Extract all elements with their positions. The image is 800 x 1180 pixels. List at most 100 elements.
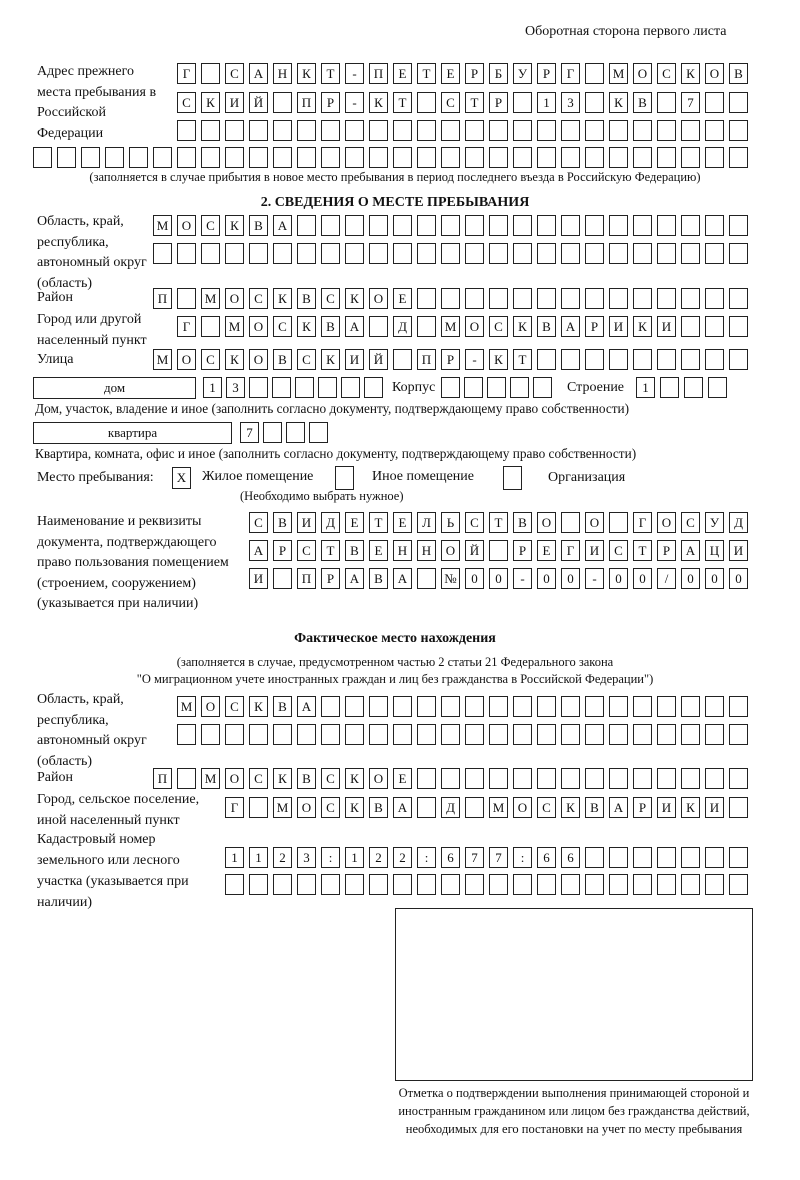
- char-cell[interactable]: [369, 874, 388, 895]
- char-cell[interactable]: [705, 243, 724, 264]
- char-cell[interactable]: [657, 92, 676, 113]
- char-cell[interactable]: [561, 120, 580, 141]
- char-cell[interactable]: [585, 120, 604, 141]
- char-cell[interactable]: М: [153, 349, 172, 370]
- char-cell[interactable]: В: [273, 512, 292, 533]
- char-cell[interactable]: Б: [489, 63, 508, 84]
- char-cell[interactable]: :: [417, 847, 436, 868]
- char-cell[interactable]: [417, 316, 436, 337]
- char-cell[interactable]: К: [369, 92, 388, 113]
- char-cell[interactable]: С: [249, 768, 268, 789]
- char-cell[interactable]: П: [153, 768, 172, 789]
- char-cell[interactable]: [633, 847, 652, 868]
- char-cell[interactable]: [681, 349, 700, 370]
- char-cell[interactable]: К: [633, 316, 652, 337]
- char-cell[interactable]: [272, 377, 291, 398]
- char-cell[interactable]: [249, 377, 268, 398]
- char-cell[interactable]: [561, 874, 580, 895]
- char-cell[interactable]: [705, 316, 724, 337]
- char-cell[interactable]: Р: [273, 540, 292, 561]
- char-cell[interactable]: [225, 147, 244, 168]
- char-cell[interactable]: С: [201, 349, 220, 370]
- char-cell[interactable]: [369, 147, 388, 168]
- char-cell[interactable]: [273, 874, 292, 895]
- char-cell[interactable]: Е: [393, 768, 412, 789]
- char-cell[interactable]: [729, 288, 748, 309]
- char-cell[interactable]: [295, 377, 314, 398]
- char-cell[interactable]: [729, 768, 748, 789]
- char-cell[interactable]: [465, 724, 484, 745]
- char-cell[interactable]: [318, 377, 337, 398]
- char-cell[interactable]: 3: [297, 847, 316, 868]
- char-cell[interactable]: [297, 215, 316, 236]
- char-cell[interactable]: Й: [249, 92, 268, 113]
- char-cell[interactable]: [417, 568, 436, 589]
- char-cell[interactable]: П: [417, 349, 436, 370]
- char-cell[interactable]: [633, 349, 652, 370]
- char-cell[interactable]: [321, 243, 340, 264]
- char-cell[interactable]: М: [153, 215, 172, 236]
- char-cell[interactable]: [609, 768, 628, 789]
- char-cell[interactable]: [441, 243, 460, 264]
- char-cell[interactable]: [345, 215, 364, 236]
- char-cell[interactable]: [561, 147, 580, 168]
- char-cell[interactable]: [657, 847, 676, 868]
- char-cell[interactable]: [585, 874, 604, 895]
- char-cell[interactable]: И: [249, 568, 268, 589]
- char-cell[interactable]: [249, 724, 268, 745]
- char-cell[interactable]: О: [537, 512, 556, 533]
- char-cell[interactable]: [417, 797, 436, 818]
- char-cell[interactable]: [729, 215, 748, 236]
- char-cell[interactable]: [393, 243, 412, 264]
- char-cell[interactable]: [177, 147, 196, 168]
- char-cell[interactable]: Л: [417, 512, 436, 533]
- char-cell[interactable]: [585, 243, 604, 264]
- char-cell[interactable]: Т: [369, 512, 388, 533]
- char-cell[interactable]: [393, 349, 412, 370]
- char-cell[interactable]: А: [297, 696, 316, 717]
- char-cell[interactable]: [708, 377, 727, 398]
- char-cell[interactable]: [657, 243, 676, 264]
- char-cell[interactable]: [609, 874, 628, 895]
- char-cell[interactable]: [609, 724, 628, 745]
- char-cell[interactable]: [57, 147, 76, 168]
- char-cell[interactable]: О: [177, 215, 196, 236]
- char-cell[interactable]: О: [369, 768, 388, 789]
- char-cell[interactable]: 3: [226, 377, 245, 398]
- char-cell[interactable]: [225, 120, 244, 141]
- char-cell[interactable]: В: [249, 215, 268, 236]
- char-cell[interactable]: Т: [633, 540, 652, 561]
- char-cell[interactable]: Д: [321, 512, 340, 533]
- char-cell[interactable]: О: [297, 797, 316, 818]
- char-cell[interactable]: [225, 874, 244, 895]
- char-cell[interactable]: [321, 120, 340, 141]
- char-cell[interactable]: [345, 874, 364, 895]
- char-cell[interactable]: [393, 696, 412, 717]
- char-cell[interactable]: [585, 349, 604, 370]
- char-cell[interactable]: 0: [681, 568, 700, 589]
- char-cell[interactable]: [660, 377, 679, 398]
- char-cell[interactable]: Т: [465, 92, 484, 113]
- char-cell[interactable]: К: [249, 696, 268, 717]
- char-cell[interactable]: [609, 120, 628, 141]
- char-cell[interactable]: 7: [240, 422, 259, 443]
- char-cell[interactable]: [729, 349, 748, 370]
- char-cell[interactable]: [705, 215, 724, 236]
- char-cell[interactable]: И: [657, 797, 676, 818]
- char-cell[interactable]: Г: [633, 512, 652, 533]
- char-cell[interactable]: [729, 797, 748, 818]
- char-cell[interactable]: 6: [441, 847, 460, 868]
- char-cell[interactable]: А: [249, 540, 268, 561]
- char-cell[interactable]: В: [369, 568, 388, 589]
- char-cell[interactable]: [321, 215, 340, 236]
- char-cell[interactable]: [417, 147, 436, 168]
- char-cell[interactable]: [321, 874, 340, 895]
- char-cell[interactable]: [201, 63, 220, 84]
- char-cell[interactable]: Е: [393, 288, 412, 309]
- char-cell[interactable]: В: [369, 797, 388, 818]
- char-cell[interactable]: [263, 422, 282, 443]
- char-cell[interactable]: [537, 696, 556, 717]
- char-cell[interactable]: О: [201, 696, 220, 717]
- char-cell[interactable]: [705, 147, 724, 168]
- char-cell[interactable]: Н: [393, 540, 412, 561]
